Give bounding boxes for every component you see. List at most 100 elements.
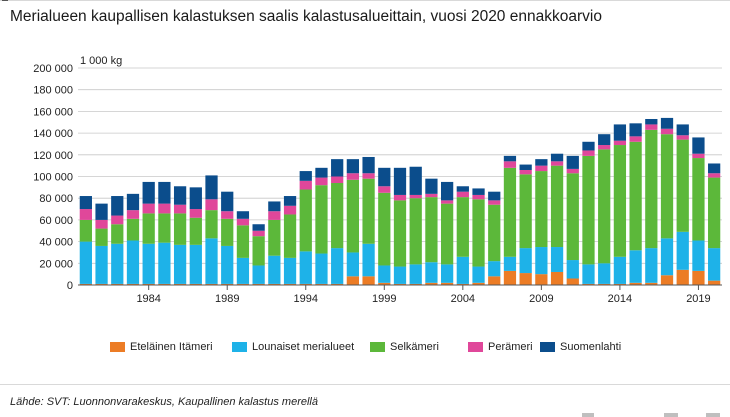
bar-segment	[283, 257, 297, 284]
bar-segment	[440, 264, 454, 283]
bar-segment	[503, 256, 517, 271]
bar-segment	[393, 266, 407, 284]
bar-segment	[95, 283, 108, 285]
y-unit-label: 1 000 kg	[80, 55, 122, 67]
bar-segment	[221, 218, 234, 246]
source-note: Lähde: SVT: Luonnonvarakeskus, Kaupallin…	[10, 396, 318, 408]
bar-segment	[645, 124, 658, 130]
y-tick-label: 160 000	[33, 106, 73, 118]
bar-segment	[582, 150, 595, 156]
legend-item: Perämeri	[468, 340, 533, 354]
bar-segment	[598, 145, 611, 150]
bar-segment	[660, 238, 674, 276]
bar-segment	[519, 273, 532, 285]
chart-title: Merialueen kaupallisen kalastuksen saali…	[10, 8, 602, 25]
y-tick-label: 0	[67, 280, 73, 292]
bar-segment	[708, 173, 721, 178]
bar-segment	[472, 199, 485, 267]
bar-segment	[708, 177, 721, 249]
x-tick-label: 2019	[686, 293, 710, 305]
bar-segment	[488, 200, 501, 205]
bar-segment	[189, 283, 202, 285]
bar-segment	[362, 276, 375, 285]
bar-segment	[299, 180, 312, 190]
legend-label: Eteläinen Itämeri	[130, 341, 213, 353]
bar-segment	[205, 210, 218, 239]
legend-swatch	[468, 342, 483, 352]
legend-label: Perämeri	[488, 341, 533, 353]
bar-segment	[676, 135, 689, 140]
bar-segment	[378, 192, 391, 266]
bar-segment	[676, 269, 689, 285]
bar-segment	[378, 186, 391, 193]
chart-legend: Eteläinen Itämeri Lounaiset merialueet Sel…	[0, 340, 730, 356]
bar-segment	[535, 159, 548, 166]
bar-segment	[268, 255, 281, 284]
bar-segment	[158, 283, 171, 285]
bar-segment	[173, 213, 187, 245]
bar-segment	[472, 282, 485, 285]
bar-segment	[629, 250, 642, 283]
bar-segment	[566, 173, 579, 261]
bar-segment	[692, 137, 705, 154]
bar-segment	[676, 139, 689, 232]
bar-segment	[676, 124, 689, 136]
bar-segment	[236, 225, 250, 258]
bar-segment	[315, 177, 328, 186]
bar-segment	[221, 283, 234, 285]
bar-segment	[158, 242, 171, 284]
bar-segment	[598, 263, 611, 284]
legend-item: Suomenlahti	[540, 340, 621, 354]
bar-segment	[283, 283, 297, 285]
bar-segment	[268, 211, 281, 220]
top-border-line	[0, 0, 730, 1]
bar-segment	[173, 204, 187, 214]
bar-segment	[346, 173, 360, 180]
bar-segment	[362, 243, 375, 277]
bar-segment	[440, 200, 454, 204]
bar-segment	[362, 173, 375, 179]
bar-segment	[236, 211, 250, 219]
bar-segment	[95, 228, 108, 246]
bar-segment	[613, 124, 627, 141]
bar-segment	[252, 283, 265, 285]
bar-segment	[409, 198, 422, 265]
bar-segment	[378, 265, 391, 283]
bar-segment	[236, 218, 250, 226]
bar-segment	[440, 181, 454, 201]
legend-label: Suomenlahti	[560, 341, 622, 353]
bar-segment	[503, 270, 517, 285]
bar-segment	[378, 167, 391, 187]
bar-segment	[550, 161, 564, 166]
bar-segment	[95, 245, 108, 284]
bar-segment	[283, 196, 297, 206]
bar-segment	[299, 171, 312, 181]
bar-segment	[409, 166, 422, 195]
y-tick-label: 80 000	[39, 193, 73, 205]
bar-segment	[409, 194, 422, 199]
bar-segment	[221, 211, 234, 219]
bar-segment	[111, 283, 124, 285]
bar-segment	[126, 240, 140, 284]
bar-segment	[205, 238, 218, 284]
bar-segment	[95, 219, 108, 229]
bar-segment	[425, 262, 438, 283]
bar-segment	[189, 209, 202, 218]
bar-segment	[503, 167, 517, 257]
x-tick-label: 2004	[451, 293, 475, 305]
y-tick-label: 40 000	[39, 237, 73, 249]
bar-segment	[629, 123, 642, 137]
bar-segment	[613, 283, 627, 285]
bar-segment	[613, 145, 627, 257]
bar-segment	[708, 163, 721, 174]
bar-segment	[503, 161, 517, 168]
bar-segment	[535, 247, 548, 275]
bar-segment	[189, 217, 202, 245]
divider-line	[0, 384, 730, 385]
bar-segment	[456, 191, 469, 198]
bar-segment	[692, 158, 705, 241]
y-tick-label: 180 000	[33, 85, 73, 97]
bar-segment	[173, 283, 187, 285]
bar-segment	[582, 283, 595, 285]
